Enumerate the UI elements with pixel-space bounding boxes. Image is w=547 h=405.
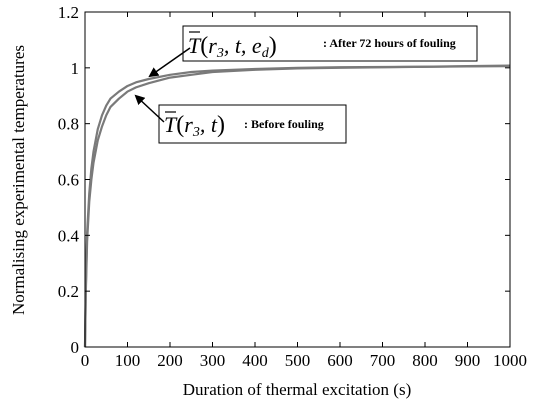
y-tick-label: 0.8 bbox=[58, 115, 79, 134]
x-tick-label: 700 bbox=[370, 351, 396, 370]
annotation-before-fouling-text: : Before fouling bbox=[244, 117, 324, 131]
x-tick-label: 500 bbox=[285, 351, 311, 370]
annotation-after-fouling-symbol: T(r3, t, ed) bbox=[188, 33, 277, 61]
y-tick-label: 0 bbox=[71, 338, 80, 357]
x-tick-label: 400 bbox=[242, 351, 268, 370]
annotation-after-fouling: T(r3, t, ed) : After 72 hours of fouling bbox=[148, 25, 478, 78]
annotation-before-fouling-box bbox=[158, 104, 347, 144]
annotation-after-fouling-text: : After 72 hours of fouling bbox=[323, 36, 456, 50]
plot-frame bbox=[84, 11, 511, 348]
x-tick-label: 1000 bbox=[493, 351, 527, 370]
x-axis: 0 100 200 300 400 500 600 700 800 900 1000 bbox=[81, 12, 527, 370]
y-axis: 0 0.2 0.4 0.6 0.8 1 1.2 bbox=[58, 3, 510, 357]
y-tick-label: 0.6 bbox=[58, 171, 79, 190]
x-tick-label: 900 bbox=[455, 351, 481, 370]
x-tick-label: 800 bbox=[412, 351, 438, 370]
y-axis-title: Normalising experimental temperatures bbox=[9, 45, 28, 315]
annotation-before-fouling-symbol: T(r3, t) bbox=[164, 112, 225, 140]
annotation-after-fouling-arrow bbox=[148, 47, 191, 78]
series-line-2 bbox=[83, 65, 511, 348]
x-tick-label: 100 bbox=[115, 351, 141, 370]
x-tick-label: 200 bbox=[157, 351, 183, 370]
annotation-before-fouling: T(r3, t) : Before fouling bbox=[134, 94, 347, 144]
x-tick-label: 600 bbox=[327, 351, 353, 370]
y-tick-label: 1.2 bbox=[58, 3, 79, 22]
x-tick-label: 0 bbox=[81, 351, 90, 370]
x-tick-label: 300 bbox=[200, 351, 226, 370]
x-axis-title: Duration of thermal excitation (s) bbox=[183, 380, 411, 399]
y-tick-label: 1 bbox=[71, 59, 80, 78]
annotation-after-fouling-box bbox=[182, 25, 478, 62]
y-tick-label: 0.4 bbox=[58, 226, 80, 245]
y-tick-label: 0.2 bbox=[58, 282, 79, 301]
annotation-before-fouling-arrow bbox=[134, 94, 165, 123]
series-group bbox=[83, 64, 511, 348]
